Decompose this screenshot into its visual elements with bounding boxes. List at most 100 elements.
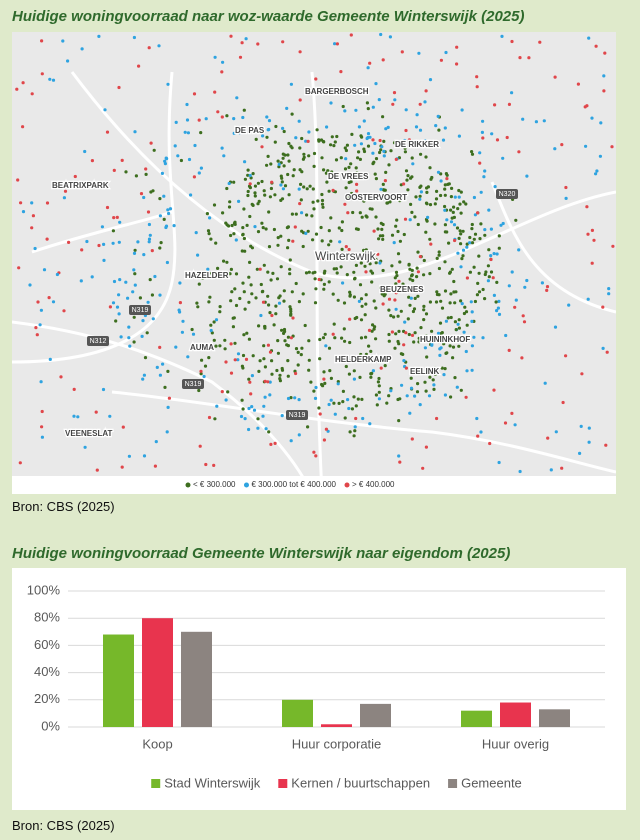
housing-dot (394, 282, 398, 286)
housing-dot (209, 237, 213, 241)
housing-dot (438, 321, 443, 325)
housing-dot (272, 323, 276, 327)
housing-dot (352, 395, 356, 399)
housing-dot (422, 258, 426, 263)
housing-dot (288, 272, 292, 276)
housing-dot (561, 400, 565, 405)
housing-dot (30, 92, 34, 96)
housing-dot (378, 234, 382, 238)
housing-dot (210, 331, 214, 335)
housing-dot (465, 323, 469, 327)
place-label: OOSTERVOORT (345, 193, 407, 202)
housing-dot (359, 352, 363, 357)
housing-dot (478, 151, 482, 155)
housing-dot (314, 454, 318, 458)
housing-dot (248, 380, 252, 384)
place-label: VEENESLAT (65, 429, 113, 438)
housing-dot (327, 243, 331, 247)
housing-dot (457, 344, 461, 348)
housing-dot (594, 44, 598, 48)
housing-dot (487, 275, 491, 279)
housing-dot (470, 344, 474, 348)
housing-dot (320, 192, 324, 197)
housing-dot (523, 285, 527, 289)
housing-dot (281, 126, 285, 130)
housing-dot (423, 380, 427, 384)
housing-dot (594, 172, 598, 176)
housing-dot (409, 202, 413, 206)
housing-dot (343, 202, 347, 206)
housing-dot (294, 281, 298, 286)
housing-dot (172, 224, 176, 228)
housing-dot (236, 358, 240, 362)
housing-dot (119, 335, 123, 339)
housing-dot (274, 312, 278, 316)
housing-dot (373, 141, 377, 146)
housing-dot (348, 294, 352, 298)
housing-dot (241, 115, 245, 120)
housing-dot (277, 296, 281, 300)
housing-dot (286, 172, 290, 177)
housing-dot (611, 244, 615, 248)
housing-dot (464, 349, 468, 354)
housing-dot (428, 203, 433, 207)
chart-title: Huidige woningvoorraad Gemeente Wintersw… (12, 545, 511, 562)
housing-dot (450, 267, 454, 271)
housing-dot (364, 352, 368, 356)
housing-dot (327, 280, 331, 284)
housing-dot (322, 438, 326, 442)
housing-dot (489, 254, 493, 258)
housing-dot (518, 469, 522, 474)
housing-dot (601, 346, 605, 350)
housing-dot (340, 228, 344, 233)
housing-dot (436, 170, 441, 174)
housing-dot (199, 166, 203, 170)
housing-dot (253, 184, 257, 188)
housing-dot (362, 199, 366, 203)
housing-dot (105, 205, 110, 210)
legend: Stad Winterswijk Kernen / buurtschappen Ge… (151, 775, 522, 790)
housing-dot (137, 64, 141, 68)
housing-dot (414, 195, 418, 199)
housing-dot (328, 369, 332, 373)
housing-dot (278, 373, 282, 377)
housing-dot (362, 248, 366, 252)
housing-dot (341, 389, 345, 393)
housing-dot (445, 351, 449, 355)
housing-dot (230, 290, 234, 294)
housing-dot (320, 198, 325, 203)
housing-dot (214, 318, 219, 322)
housing-dot (297, 300, 301, 304)
housing-dot (247, 406, 251, 411)
housing-dot (180, 330, 184, 334)
housing-dot (473, 232, 478, 236)
housing-dot (449, 292, 453, 296)
housing-dot (240, 249, 244, 253)
housing-dot (278, 379, 282, 383)
housing-dot (368, 422, 372, 426)
housing-dot (354, 404, 358, 408)
housing-dot (408, 277, 412, 281)
housing-dot (415, 266, 419, 270)
housing-dot (476, 281, 480, 285)
housing-dot (604, 443, 608, 447)
housing-dot (405, 178, 409, 182)
housing-dot (374, 82, 378, 86)
housing-dot (294, 212, 298, 216)
housing-dot (452, 223, 457, 227)
housing-dot (280, 368, 285, 372)
housing-dot (167, 396, 171, 400)
housing-dot (281, 156, 285, 160)
housing-dot (236, 352, 241, 356)
housing-dot (576, 82, 581, 86)
housing-dot (507, 102, 511, 106)
housing-dot (158, 197, 162, 201)
housing-dot (510, 39, 514, 44)
housing-dot (246, 189, 250, 194)
housing-dot (395, 218, 399, 222)
housing-dot (317, 406, 321, 410)
housing-dot (470, 152, 475, 156)
housing-dot (124, 170, 128, 174)
road-badge (496, 189, 518, 199)
housing-dot (241, 407, 245, 411)
